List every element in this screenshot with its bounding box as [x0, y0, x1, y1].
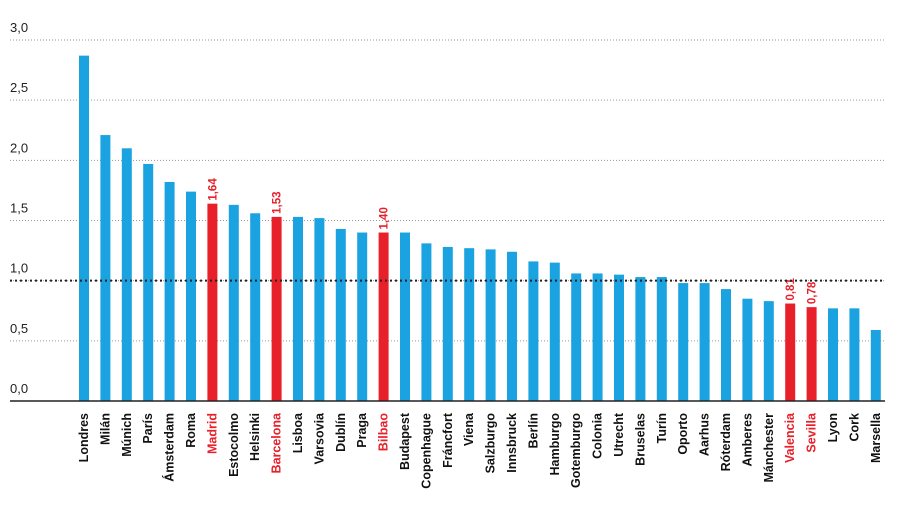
bar: [207, 203, 218, 401]
bar: [79, 55, 89, 401]
bar: [849, 308, 860, 401]
x-tick-label: Copenhague: [419, 413, 433, 489]
bar: [293, 216, 303, 401]
x-tick-label: Estocolmo: [227, 413, 241, 477]
bar: [314, 218, 325, 401]
bar: [721, 289, 731, 401]
x-tick-label: Róterdam: [719, 413, 733, 471]
bar: [571, 273, 582, 401]
bar: [100, 135, 111, 401]
x-tick-label: Lisboa: [291, 412, 305, 453]
y-tick-label: 2,5: [10, 80, 28, 95]
y-tick-label: 0,5: [10, 321, 28, 336]
x-tick-label: Varsovia: [312, 412, 326, 464]
y-tick-label: 1,5: [10, 201, 28, 216]
x-tick-label: Colonia: [591, 412, 605, 459]
bar: [164, 181, 175, 401]
y-tick-label: 3,0: [10, 20, 28, 35]
x-tick-label: Utrecht: [612, 412, 626, 457]
x-tick-label: Lyon: [826, 413, 840, 442]
data-label: 0,78: [807, 281, 819, 304]
x-tick-label: Berlín: [526, 413, 540, 448]
x-tick-label: Mánchester: [762, 413, 776, 483]
bar: [507, 251, 517, 401]
data-label: 1,40: [379, 207, 391, 229]
x-tick-label: Hamburgo: [548, 413, 562, 476]
bar: [121, 148, 132, 401]
x-tick-label: Salzburgo: [484, 413, 498, 474]
bar: [485, 249, 496, 401]
bar: [656, 277, 667, 401]
x-tick-label: Helsinki: [248, 413, 262, 461]
bar: [763, 301, 774, 401]
x-tick-label: Dublín: [334, 413, 348, 452]
bar: [678, 283, 689, 401]
bar: [549, 262, 560, 401]
bar: [635, 277, 646, 401]
x-tick-label: Barcelona: [270, 412, 284, 473]
bar: [421, 243, 432, 401]
bar: [378, 232, 389, 401]
y-tick-label: 2,0: [10, 140, 28, 155]
bar: [828, 308, 838, 401]
y-tick-label: 0,0: [10, 381, 28, 396]
x-tick-label: Cork: [847, 413, 861, 442]
bar: [335, 228, 346, 401]
x-tick-label: Madrid: [205, 413, 219, 454]
x-tick-label: Ámsterdam: [162, 413, 177, 482]
bar: [528, 261, 539, 401]
bar: [271, 216, 282, 401]
bar: [785, 303, 796, 401]
x-tick-label: Bruselas: [633, 413, 647, 466]
x-tick-label: Bilbao: [377, 413, 391, 452]
x-tick-label: Sevilla: [805, 412, 819, 453]
bar: [614, 274, 624, 401]
bar: [806, 307, 817, 401]
x-tick-label: Innsbruck: [505, 413, 519, 473]
x-tick-label: Fráncfort: [441, 412, 455, 468]
x-tick-label: Múnich: [120, 413, 134, 457]
bar: [186, 191, 196, 401]
x-tick-label: Amberes: [740, 413, 754, 467]
x-tick-label: Londres: [77, 413, 91, 462]
data-label: 0,81: [785, 278, 797, 301]
x-tick-label: Budapest: [398, 412, 412, 470]
x-tick-label: Valencia: [783, 412, 797, 463]
x-tick-label: Turín: [655, 413, 669, 443]
bar: [442, 246, 453, 401]
data-label: 1,64: [207, 178, 219, 201]
x-tick-label: París: [141, 413, 155, 444]
x-tick-label: Praga: [355, 412, 369, 448]
bar: [699, 283, 710, 401]
bar: [250, 213, 261, 401]
bar: [870, 330, 881, 401]
bar: [357, 232, 368, 401]
bar: [592, 273, 603, 401]
y-tick-label: 1,0: [10, 261, 28, 276]
x-tick-label: Viena: [462, 412, 476, 446]
x-tick-label: Milán: [98, 413, 112, 445]
bar: [400, 232, 410, 401]
bar: [464, 248, 475, 401]
x-tick-label: Aarhus: [698, 413, 712, 456]
bar: [228, 204, 239, 401]
x-tick-label: Roma: [184, 412, 198, 448]
bar: [742, 298, 753, 401]
x-tick-label: Oporto: [676, 413, 690, 455]
data-label: 1,53: [272, 191, 284, 213]
x-tick-label: Marsella: [869, 412, 883, 463]
x-tick-label: Gotemburgo: [569, 413, 583, 488]
bar: [143, 163, 154, 401]
